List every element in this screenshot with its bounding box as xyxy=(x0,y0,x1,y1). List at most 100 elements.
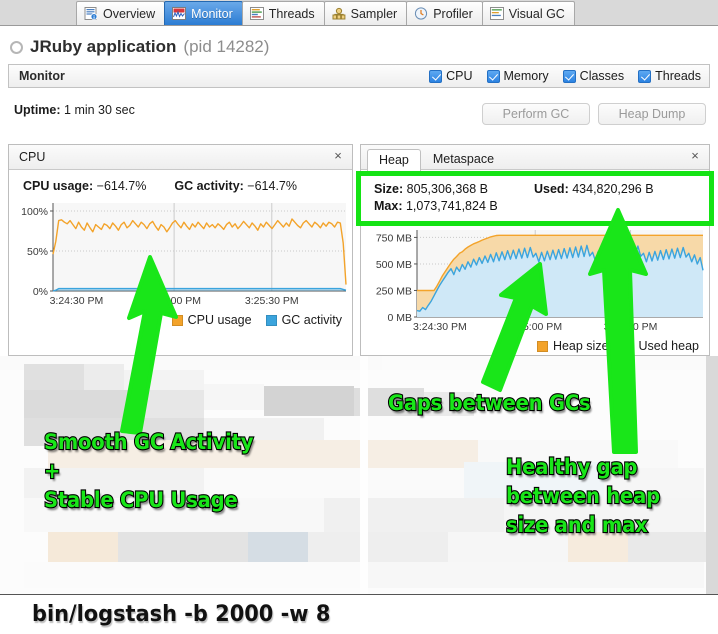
gc-activity-value: −614.7% xyxy=(247,179,297,193)
checkbox-label: Memory xyxy=(503,69,549,83)
tab-label: Overview xyxy=(103,6,156,21)
legend-item-heap-size: Heap size xyxy=(536,339,609,353)
svg-text:50%: 50% xyxy=(27,246,48,258)
checkbox-cpu[interactable]: CPU xyxy=(429,69,473,83)
checkbox-label: CPU xyxy=(446,69,473,83)
svg-text:3:24:30 PM: 3:24:30 PM xyxy=(50,295,104,307)
uptime-value: 1 min 30 sec xyxy=(64,103,135,117)
legend-swatch xyxy=(265,314,277,326)
checkbox-icon xyxy=(429,69,443,83)
heap-max-stat: Max: 1,073,741,824 B xyxy=(374,198,498,215)
tab-label: Profiler xyxy=(433,6,473,21)
tab-label: Monitor xyxy=(191,6,233,21)
uptime-label: Uptime: xyxy=(14,103,61,117)
svg-text:100%: 100% xyxy=(21,206,48,218)
checkbox-classes[interactable]: Classes xyxy=(562,69,625,83)
heap-max-value: 1,073,741,824 B xyxy=(405,199,498,213)
annotation-gaps-text: Gaps between GCs xyxy=(387,390,592,416)
action-button-row: Perform GC Heap Dump xyxy=(482,103,706,125)
monitor-toolbar: Monitor CPU Memory Classes Threads xyxy=(8,64,710,88)
heap-size-value: 805,306,368 B xyxy=(406,182,488,196)
checkbox-threads[interactable]: Threads xyxy=(638,69,701,83)
main-tabbar: Overview Monitor Threads xyxy=(0,0,718,26)
annotation-cpu-text: Smooth GC Activity + Stable CPU Usage xyxy=(43,429,255,513)
cpu-legend: CPU usage GC activity xyxy=(9,313,352,327)
tab-label: Sampler xyxy=(350,6,398,21)
heap-stats-row-2: Max: 1,073,741,824 B xyxy=(374,198,709,215)
heap-dump-button[interactable]: Heap Dump xyxy=(598,103,706,125)
blurred-background-svg xyxy=(0,356,718,594)
tab-threads[interactable]: Threads xyxy=(241,1,325,25)
svg-text:0 MB: 0 MB xyxy=(387,312,412,324)
cpu-usage-stat: CPU usage: −614.7% xyxy=(23,179,146,193)
legend-label: Used heap xyxy=(638,339,699,353)
cpu-usage-value: −614.7% xyxy=(96,179,147,193)
svg-text:250 MB: 250 MB xyxy=(376,285,412,297)
arrow-gaps-annotation xyxy=(481,262,548,392)
svg-text:3:25:30 PM: 3:25:30 PM xyxy=(245,295,299,307)
svg-text:500 MB: 500 MB xyxy=(376,259,412,271)
tab-visual-gc[interactable]: Visual GC xyxy=(481,1,575,25)
cpu-panel-header: CPU × xyxy=(9,145,352,170)
gc-activity-label: GC activity: xyxy=(174,179,244,193)
checkbox-label: Threads xyxy=(655,69,701,83)
svg-text:0%: 0% xyxy=(33,286,48,298)
uptime-row: Uptime: 1 min 30 sec xyxy=(14,103,135,117)
annotation-heap-text: Healthy gap between heap size and max xyxy=(505,454,661,538)
gc-activity-stat: GC activity: −614.7% xyxy=(174,179,297,193)
overview-icon xyxy=(84,7,98,20)
svg-text:750 MB: 750 MB xyxy=(376,232,412,244)
heap-used-value: 434,820,296 B xyxy=(572,182,654,196)
profiler-icon xyxy=(415,7,428,20)
heap-stats-highlight-box: Size: 805,306,368 B Used: 434,820,296 B … xyxy=(356,171,714,226)
tab-profiler[interactable]: Profiler xyxy=(406,1,483,25)
application-pid: (pid 14282) xyxy=(183,37,270,56)
sampler-icon xyxy=(332,7,346,20)
svg-text:3:24:30 PM: 3:24:30 PM xyxy=(413,321,467,333)
cpu-usage-label: CPU usage: xyxy=(23,179,94,193)
legend-item-gc-activity: GC activity xyxy=(265,313,342,327)
cpu-chart: 0% 50% 100% 3:24:30 PM 3:25:00 PM 3:25:30 PM xyxy=(9,197,352,312)
heap-legend: Heap size Used heap xyxy=(361,339,709,353)
checkbox-icon xyxy=(638,69,652,83)
monitor-checkbox-group: CPU Memory Classes Threads xyxy=(429,69,701,83)
heap-used-stat: Used: 434,820,296 B xyxy=(534,181,654,198)
command-text: bin/logstash -b 2000 -w 8 xyxy=(32,602,331,627)
tab-sampler[interactable]: Sampler xyxy=(323,1,408,25)
tab-label: Visual GC xyxy=(508,6,565,21)
visualgc-icon xyxy=(489,7,504,20)
close-icon[interactable]: × xyxy=(334,148,342,163)
application-name: JRuby application xyxy=(30,37,177,56)
cpu-chart-svg: 0%50%100%3:24:30 PM 3:25:00 PM 3:25:30 PM xyxy=(21,203,347,307)
heap-panel-header: Heap Metaspace × xyxy=(361,145,709,171)
status-ring-icon xyxy=(10,40,23,54)
heap-max-label: Max: xyxy=(374,199,403,213)
heap-stats-row-1: Size: 805,306,368 B Used: 434,820,296 B xyxy=(374,181,709,198)
checkbox-memory[interactable]: Memory xyxy=(486,69,549,83)
cpu-panel: CPU × CPU usage: −614.7% GC activity: −6… xyxy=(8,144,353,356)
tab-label: Threads xyxy=(268,6,315,21)
perform-gc-button[interactable]: Perform GC xyxy=(482,103,590,125)
tab-overview[interactable]: Overview xyxy=(76,1,166,25)
command-line-caption: bin/logstash -b 2000 -w 8 xyxy=(0,594,718,634)
tab-heap[interactable]: Heap xyxy=(367,148,421,171)
arrow-heap-annotation xyxy=(588,208,648,454)
heap-used-label: Used: xyxy=(534,182,569,196)
blurred-background-region xyxy=(0,356,718,594)
tab-metaspace[interactable]: Metaspace xyxy=(432,151,495,166)
legend-label: GC activity xyxy=(281,313,342,327)
legend-label: CPU usage xyxy=(187,313,252,327)
arrow-cpu-annotation xyxy=(120,255,178,435)
checkbox-icon xyxy=(562,69,576,83)
heap-size-label: Size: xyxy=(374,182,404,196)
heap-panel-tabs: Heap Metaspace xyxy=(361,145,506,171)
cpu-stats-row: CPU usage: −614.7% GC activity: −614.7% xyxy=(9,170,352,197)
close-icon[interactable]: × xyxy=(691,148,699,163)
cpu-panel-title: CPU xyxy=(19,150,46,164)
checkbox-label: Classes xyxy=(579,69,625,83)
monitor-icon xyxy=(172,7,187,20)
application-title: JRuby application (pid 14282) xyxy=(10,33,710,61)
tab-monitor[interactable]: Monitor xyxy=(164,1,243,25)
heap-size-stat: Size: 805,306,368 B xyxy=(374,181,534,198)
threads-icon xyxy=(249,7,264,20)
